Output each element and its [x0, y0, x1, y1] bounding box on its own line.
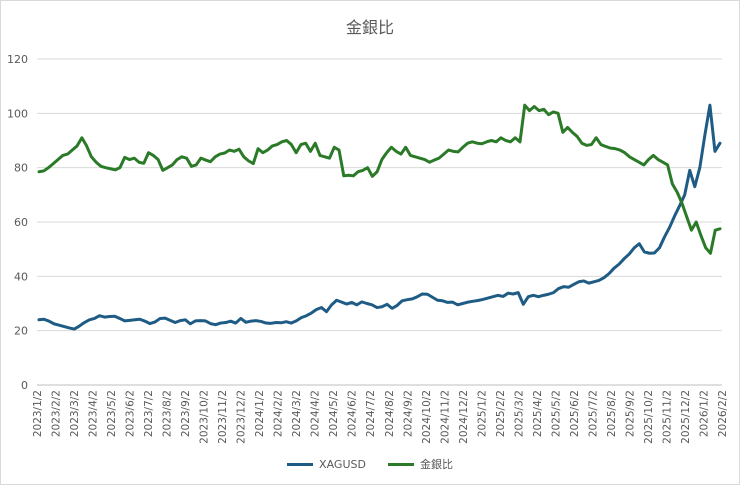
x-tick-label: 2025/3/2 [513, 390, 525, 437]
x-tick-label: 2026/2/2 [717, 390, 729, 437]
x-tick-label: 2024/11/2 [439, 390, 451, 444]
y-axis-ticks: 0 20 40 60 80 100 120 [7, 53, 28, 392]
y-tick-label: 100 [7, 107, 28, 120]
x-tick-label: 2024/9/2 [402, 390, 414, 437]
legend-item-gold-silver-ratio: 金銀比 [387, 456, 453, 472]
x-tick-label: 2025/12/2 [680, 390, 692, 444]
x-tick-label: 2025/1/2 [476, 390, 488, 437]
x-tick-label: 2023/10/2 [199, 390, 211, 444]
x-tick-label: 2023/8/2 [162, 390, 174, 437]
x-tick-label: 2025/9/2 [624, 390, 636, 437]
x-tick-label: 2026/1/2 [698, 390, 710, 437]
x-tick-label: 2023/6/2 [125, 390, 137, 437]
x-tick-label: 2024/7/2 [365, 390, 377, 437]
x-tick-label: 2023/2/2 [51, 390, 63, 437]
legend-swatch-gold-silver-ratio [387, 462, 414, 466]
y-tick-label: 0 [21, 379, 28, 392]
x-tick-label: 2024/2/2 [273, 390, 285, 437]
x-tick-label: 2024/1/2 [254, 390, 266, 437]
x-tick-label: 2024/5/2 [328, 390, 340, 437]
series-line-gold-silver-ratio [37, 103, 722, 255]
x-tick-label: 2024/12/2 [458, 390, 470, 444]
legend: XAGUSD 金銀比 [0, 456, 740, 472]
x-tick-label: 2023/12/2 [236, 390, 248, 444]
y-tick-label: 40 [14, 270, 28, 283]
x-tick-label: 2024/6/2 [347, 390, 359, 437]
series-lines [37, 103, 722, 331]
y-tick-label: 60 [14, 216, 28, 229]
x-tick-label: 2024/3/2 [291, 390, 303, 437]
x-tick-label: 2024/4/2 [310, 390, 322, 437]
x-tick-label: 2025/7/2 [587, 390, 599, 437]
x-tick-label: 2025/10/2 [643, 390, 655, 444]
chart-title: 金銀比 [345, 18, 394, 37]
x-tick-label: 2023/3/2 [69, 390, 81, 437]
x-tick-label: 2023/5/2 [106, 390, 118, 437]
x-tick-label: 2023/1/2 [32, 390, 44, 437]
y-tick-label: 120 [7, 53, 28, 66]
legend-label-gold-silver-ratio: 金銀比 [419, 458, 453, 471]
legend-swatch-xagusd [287, 462, 314, 466]
x-tick-label: 2025/11/2 [661, 390, 673, 444]
x-tick-label: 2023/9/2 [180, 390, 192, 437]
series-line-xagusd [37, 103, 722, 331]
x-tick-label: 2023/4/2 [88, 390, 100, 437]
x-tick-label: 2025/6/2 [569, 390, 581, 437]
x-tick-label: 2025/5/2 [550, 390, 562, 437]
x-tick-label: 2023/7/2 [143, 390, 155, 437]
x-tick-label: 2023/11/2 [217, 390, 229, 444]
legend-label-xagusd: XAGUSD [319, 457, 366, 471]
x-tick-label: 2025/4/2 [532, 390, 544, 437]
y-tick-label: 80 [14, 162, 28, 175]
x-tick-label: 2025/8/2 [606, 390, 618, 437]
gridlines [37, 58, 722, 386]
y-tick-label: 20 [14, 325, 28, 338]
legend-item-xagusd: XAGUSD [287, 456, 366, 472]
x-tick-label: 2024/8/2 [384, 390, 396, 437]
x-tick-label: 2024/10/2 [421, 390, 433, 444]
x-axis-ticks: 2023/1/2 2023/2/2 2023/3/2 2023/4/2 2023/5/2… [32, 390, 729, 444]
x-tick-label: 2025/2/2 [495, 390, 507, 437]
